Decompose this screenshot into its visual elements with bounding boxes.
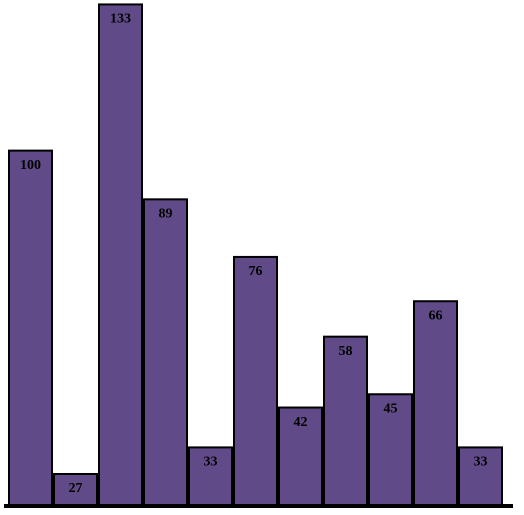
bar [8, 149, 53, 506]
bar [368, 393, 413, 507]
value-label: 89 [159, 207, 173, 222]
value-label: 45 [384, 401, 398, 416]
bar [413, 300, 458, 506]
bar [143, 198, 188, 506]
value-label: 42 [294, 415, 308, 430]
value-label: 76 [249, 264, 263, 279]
bar [233, 255, 278, 506]
value-label: 66 [429, 308, 443, 323]
value-label: 33 [474, 455, 488, 470]
value-label: 58 [339, 344, 353, 359]
bar [98, 3, 143, 507]
value-label: 27 [69, 481, 83, 496]
value-label: 33 [204, 455, 218, 470]
value-label: 100 [20, 158, 41, 173]
value-label: 133 [110, 12, 131, 27]
bar [323, 335, 368, 506]
